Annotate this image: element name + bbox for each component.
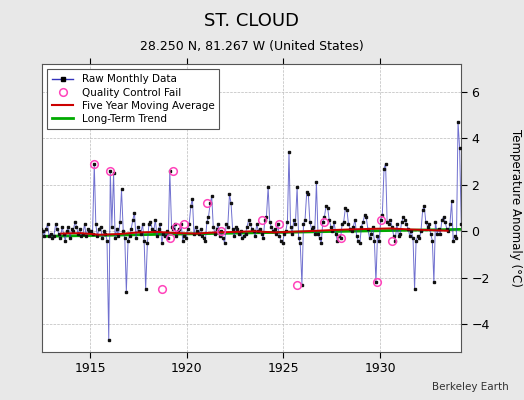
Legend: Raw Monthly Data, Quality Control Fail, Five Year Moving Average, Long-Term Tren: Raw Monthly Data, Quality Control Fail, … xyxy=(47,69,220,129)
Y-axis label: Temperature Anomaly (°C): Temperature Anomaly (°C) xyxy=(509,129,522,287)
Text: ST. CLOUD: ST. CLOUD xyxy=(204,12,299,30)
Text: 28.250 N, 81.267 W (United States): 28.250 N, 81.267 W (United States) xyxy=(139,40,364,53)
Text: Berkeley Earth: Berkeley Earth xyxy=(432,382,508,392)
